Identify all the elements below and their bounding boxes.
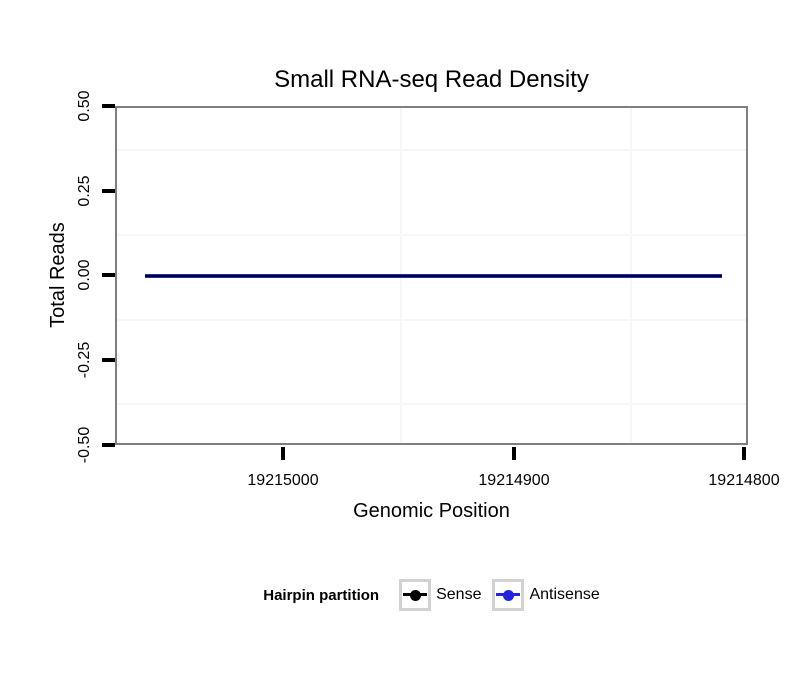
data-line-sense — [145, 275, 722, 277]
legend: Hairpin partition Sense Antisense — [115, 578, 748, 612]
x-tick-label: 19214900 — [478, 472, 550, 489]
minor-gridline-horizontal — [117, 149, 746, 151]
y-tick-mark — [102, 358, 115, 362]
x-tick-label: 19214800 — [708, 472, 780, 489]
legend-title: Hairpin partition — [263, 586, 380, 604]
x-axis-title: Genomic Position — [353, 500, 510, 522]
y-tick-label: 0.00 — [76, 259, 93, 291]
minor-gridline-horizontal — [117, 234, 746, 236]
y-tick-mark — [102, 443, 115, 447]
x-tick-mark — [742, 447, 746, 460]
chart-title: Small RNA-seq Read Density — [274, 66, 589, 93]
x-tick-mark — [512, 447, 516, 460]
minor-gridline-horizontal — [117, 319, 746, 321]
y-tick-label: 0.25 — [76, 175, 93, 207]
y-tick-mark — [102, 273, 115, 277]
point-glyph-icon — [409, 589, 421, 601]
legend-label-antisense: Antisense — [529, 586, 600, 603]
point-glyph-icon — [502, 589, 514, 601]
minor-gridline-horizontal — [117, 403, 746, 405]
x-tick-label: 19215000 — [247, 472, 319, 489]
x-tick-mark — [281, 447, 285, 460]
y-tick-label: -0.50 — [76, 426, 93, 464]
y-tick-label: 0.50 — [76, 90, 93, 122]
y-axis-title: Total Reads — [46, 222, 69, 328]
legend-key-sense — [399, 579, 432, 611]
legend-label-sense: Sense — [436, 586, 482, 603]
y-tick-mark — [102, 189, 115, 193]
legend-key-antisense — [492, 579, 525, 611]
y-tick-mark — [102, 104, 115, 108]
data-line-antisense — [145, 274, 722, 278]
y-tick-label: -0.25 — [76, 341, 93, 379]
plot-panel — [115, 106, 748, 445]
